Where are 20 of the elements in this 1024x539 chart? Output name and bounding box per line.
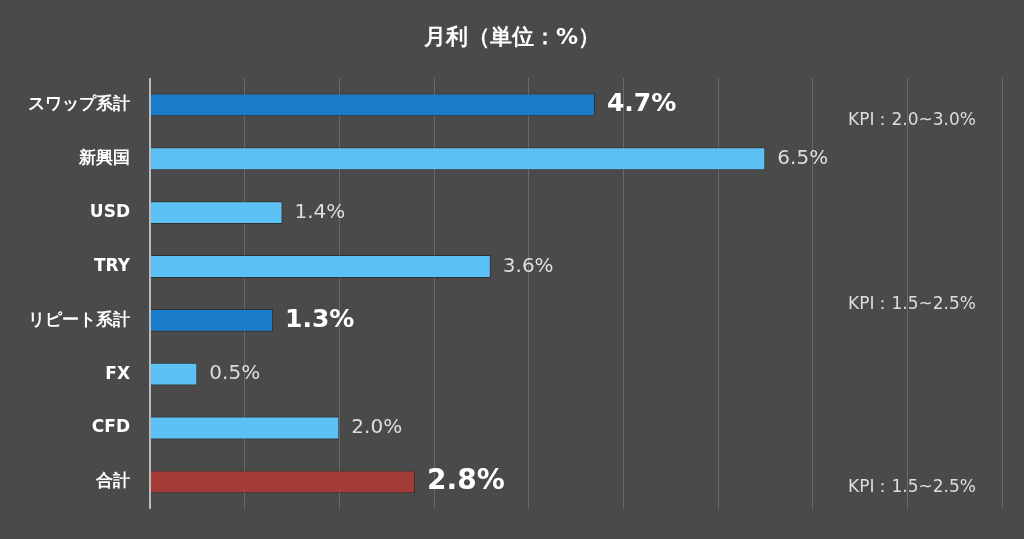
- data-label: 1.4%: [294, 198, 346, 223]
- data-label: 2.0%: [351, 414, 403, 439]
- y-tick-label: FX: [105, 362, 130, 383]
- y-tick-label: リピート系計: [28, 308, 130, 329]
- annotation: KPI：1.5~2.5%: [848, 291, 976, 315]
- y-tick-label: スワップ系計: [28, 93, 130, 114]
- annotation: KPI：2.0~3.0%: [848, 108, 976, 131]
- data-label: 3.6%: [502, 252, 554, 277]
- data-label: 0.5%: [209, 360, 261, 385]
- y-tick-label: USD: [89, 201, 130, 222]
- data-label: 1.3%: [285, 303, 355, 333]
- annotation: KPI：1.5~2.5%: [848, 475, 976, 498]
- y-tick-label: 新興国: [78, 147, 130, 168]
- data-label: 4.7%: [606, 88, 677, 118]
- y-tick-label: TRY: [93, 254, 131, 275]
- data-label: 2.8%: [427, 463, 505, 497]
- y-tick-label: 合計: [95, 470, 130, 491]
- y-tick-label: CFD: [91, 416, 130, 437]
- data-label: 6.5%: [777, 144, 829, 169]
- chart-title: 月利（単位：%）: [422, 23, 601, 51]
